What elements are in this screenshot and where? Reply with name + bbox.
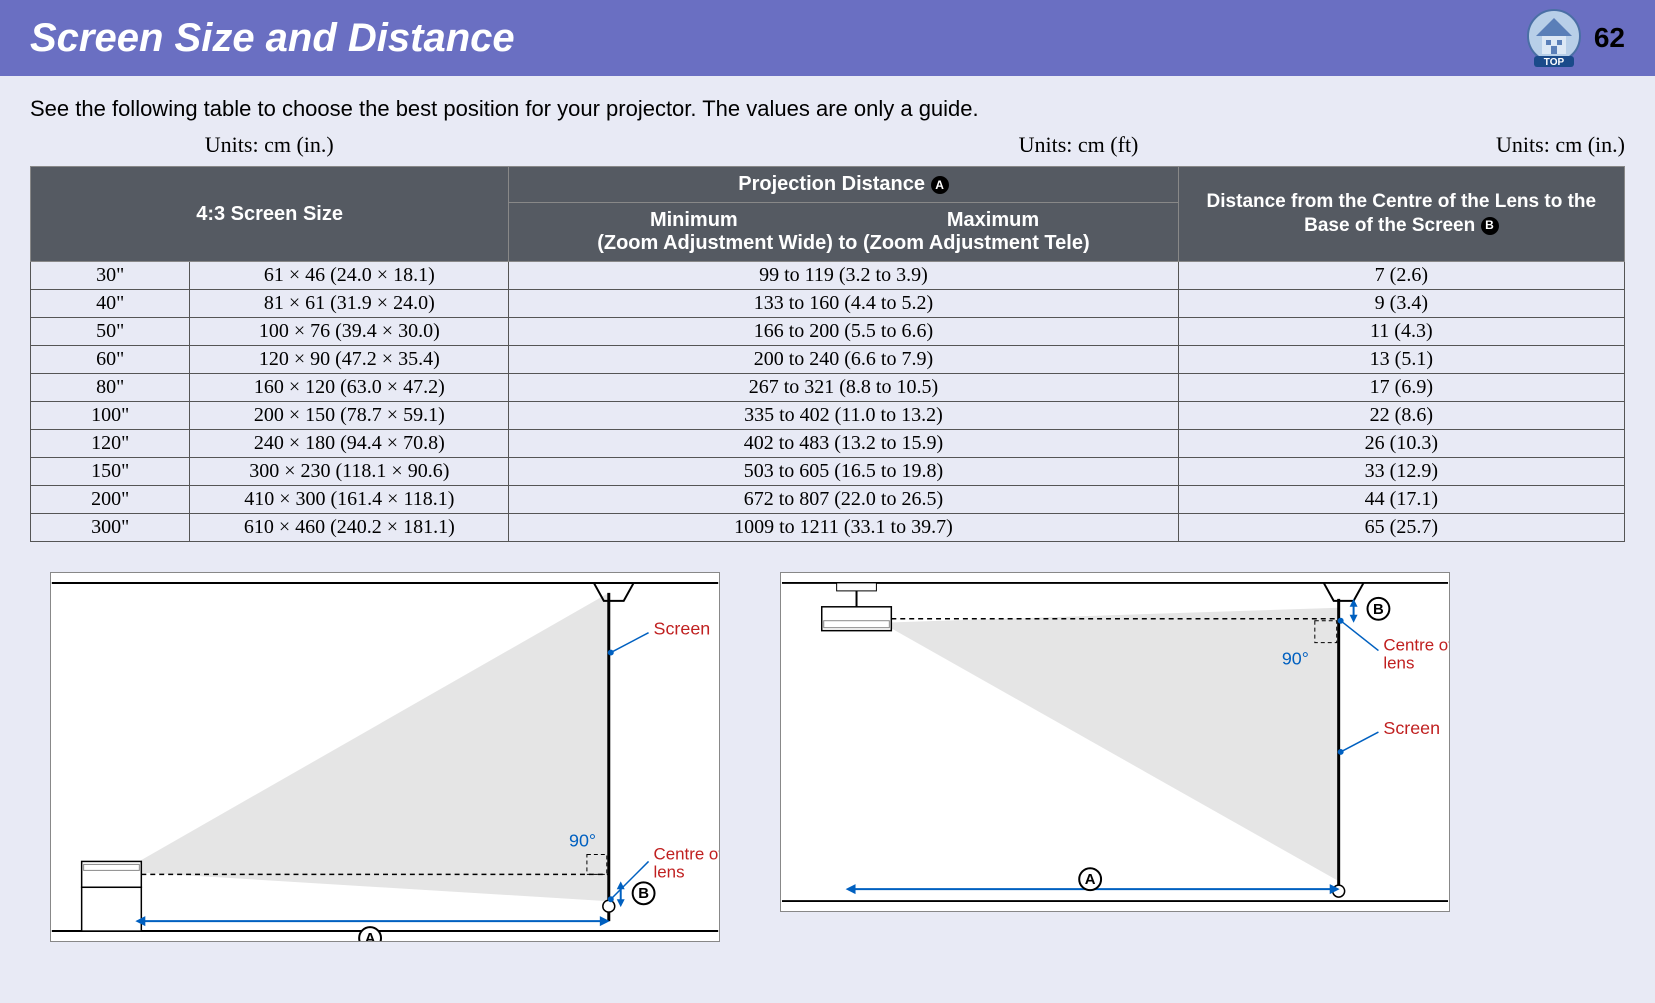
table-row: 30"61 × 46 (24.0 × 18.1)99 to 119 (3.2 t… [31,262,1625,290]
top-icon-group: TOP 62 [1524,8,1625,68]
table-row: 60"120 × 90 (47.2 × 35.4)200 to 240 (6.6… [31,346,1625,374]
diagram-ceiling: 90° B Centre of lens Screen A [780,572,1450,912]
table-row: 40"81 × 61 (31.9 × 24.0)133 to 160 (4.4 … [31,290,1625,318]
units-row: Units: cm (in.) Units: cm (ft) Units: cm… [0,132,1655,166]
screen-label-right: Screen [1383,718,1440,738]
th-screen-size: 4:3 Screen Size [31,167,509,262]
page-title: Screen Size and Distance [30,16,515,61]
table-row: 150"300 × 230 (118.1 × 90.6)503 to 605 (… [31,458,1625,486]
badge-a-right: A [1085,872,1096,888]
table-row: 100"200 × 150 (78.7 × 59.1)335 to 402 (1… [31,402,1625,430]
table-row: 200"410 × 300 (161.4 × 118.1)672 to 807 … [31,486,1625,514]
diagrams-row: 90° Screen Centre oflens B A [0,542,1655,972]
units-col3: Units: cm (in.) [1178,132,1625,158]
page-number: 62 [1594,22,1625,54]
badge-a-icon: A [931,176,949,194]
th-lens-dist: Distance from the Centre of the Lens to … [1178,167,1624,262]
table-row: 50"100 × 76 (39.4 × 30.0)166 to 200 (5.5… [31,318,1625,346]
diagram-tabletop: 90° Screen Centre oflens B A [50,572,720,942]
table-row: 120"240 × 180 (94.4 × 70.8)402 to 483 (1… [31,430,1625,458]
th-min-max: Minimum Maximum (Zoom Adjustment Wide) t… [509,203,1178,262]
header-bar: Screen Size and Distance TOP 62 [0,0,1655,76]
badge-a-left: A [365,931,376,942]
screen-label-left: Screen [654,619,711,639]
badge-b-right: B [1373,602,1384,618]
top-home-icon[interactable]: TOP [1524,8,1584,68]
data-table: 4:3 Screen Size Projection Distance A Di… [30,166,1625,542]
data-table-wrap: 4:3 Screen Size Projection Distance A Di… [0,166,1655,542]
badge-b-icon: B [1481,217,1499,235]
table-row: 80"160 × 120 (63.0 × 47.2)267 to 321 (8.… [31,374,1625,402]
units-col1: Units: cm (in.) [30,132,509,158]
svg-text:TOP: TOP [1544,57,1565,68]
angle-label-left: 90° [569,831,596,851]
badge-b-left: B [638,886,649,902]
th-proj-dist: Projection Distance A [509,167,1178,203]
table-row: 300"610 × 460 (240.2 × 181.1)1009 to 121… [31,514,1625,542]
intro-text: See the following table to choose the be… [0,76,1655,132]
angle-label-right: 90° [1282,648,1309,668]
units-col2: Units: cm (ft) [509,132,1179,158]
